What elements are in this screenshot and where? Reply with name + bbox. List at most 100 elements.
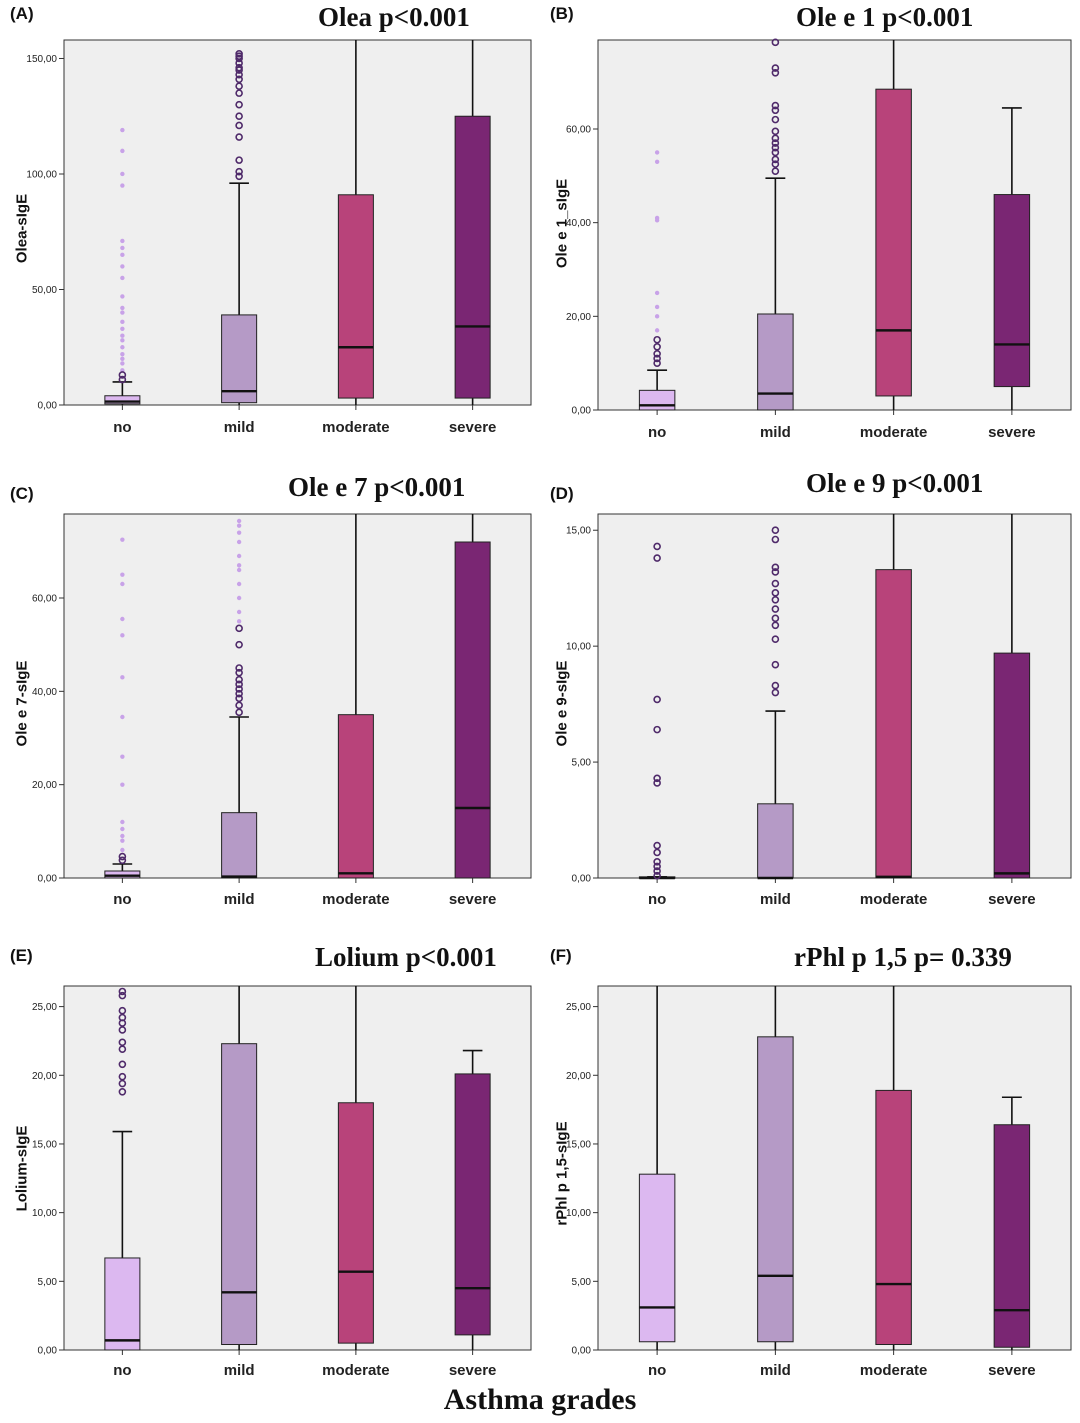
box-mild — [757, 1036, 794, 1343]
box-mild — [221, 314, 258, 404]
box-no — [638, 1173, 676, 1343]
outlier-point — [118, 856, 127, 865]
outlier-point — [120, 838, 125, 843]
outlier-point — [120, 537, 125, 542]
box-mild — [221, 1043, 258, 1346]
outlier-point — [235, 75, 243, 84]
x-tick-label: moderate — [322, 419, 390, 436]
outlier-point — [654, 304, 660, 310]
outlier-point — [118, 1013, 127, 1022]
chart-title: Ole e 9 p<0.001 — [806, 468, 984, 498]
outlier-point — [235, 668, 243, 677]
outlier-point — [771, 595, 780, 604]
y-tick-label: 0,00 — [572, 406, 592, 417]
outlier-point — [771, 688, 780, 697]
y-tick-label: 20,00 — [566, 1071, 591, 1082]
outlier-point — [236, 581, 242, 587]
panel-label: (B) — [550, 4, 574, 23]
outlier-point — [120, 305, 125, 311]
outlier-point — [653, 774, 661, 783]
outlier-point — [771, 134, 780, 143]
outlier-point — [120, 310, 125, 315]
panel-label: (E) — [10, 946, 33, 965]
outlier-point — [235, 701, 243, 710]
outlier-point — [771, 160, 780, 168]
outlier-point — [653, 867, 661, 875]
x-tick-label: severe — [988, 424, 1036, 441]
y-tick-label: 15,00 — [566, 526, 591, 537]
outlier-point — [120, 345, 125, 350]
panel-label: (A) — [10, 4, 34, 23]
x-tick-label: no — [113, 419, 131, 436]
chart-panel-b: (B) Ole e 1 p<0.001 Ole e 1_sIgE 0,00 20,… — [540, 0, 1080, 470]
plot-area — [597, 513, 1072, 879]
x-tick-label: severe — [449, 419, 497, 436]
outlier-point — [654, 150, 660, 155]
y-tick-label: 20,00 — [32, 1071, 57, 1082]
outlier-point — [120, 148, 125, 154]
outlier-point — [118, 1006, 127, 1015]
y-tick-label: 10,00 — [32, 1208, 57, 1219]
y-tick-label: 0,00 — [38, 874, 58, 885]
outlier-point — [653, 841, 661, 850]
outlier-point — [120, 245, 125, 251]
chart-title: Lolium p<0.001 — [315, 942, 497, 972]
outlier-point — [120, 127, 125, 133]
box-severe — [454, 541, 491, 879]
outlier-point — [771, 589, 780, 597]
outlier-point — [236, 523, 242, 528]
y-tick-label: 0,00 — [572, 874, 592, 885]
chart-svg: 0,00 5,00 10,00 15,00 20,00 25,00 no mild modera… — [566, 985, 1072, 1379]
plot-area — [63, 985, 532, 1351]
outlier-point — [235, 675, 243, 684]
outlier-point — [654, 314, 660, 319]
outlier-point — [236, 553, 242, 559]
box-moderate — [875, 1089, 912, 1346]
outlier-point — [771, 635, 780, 643]
outlier-point — [120, 616, 125, 622]
box-moderate — [875, 569, 912, 879]
outlier-point — [118, 1038, 127, 1047]
x-tick-label: moderate — [322, 1362, 390, 1379]
outlier-point — [120, 356, 125, 361]
y-tick-label: 10,00 — [566, 642, 591, 653]
outlier-point — [771, 115, 780, 124]
x-tick-label: mild — [224, 891, 255, 908]
plot-area — [63, 513, 532, 879]
y-tick-label: 20,00 — [566, 312, 591, 323]
chart-svg: 0,00 20,00 40,00 60,00 no mild moderate severe — [32, 513, 532, 908]
outlier-point — [771, 139, 780, 147]
outlier-point — [771, 143, 780, 152]
chart-panel-d: (D) Ole e 9 p<0.001 Ole e 9-sIgE 0,00 5,0… — [540, 468, 1080, 940]
outlier-point — [771, 660, 780, 669]
outlier-point — [653, 848, 661, 857]
y-tick-label: 100,00 — [26, 169, 57, 180]
outlier-point — [235, 70, 243, 79]
outlier-point — [235, 100, 243, 109]
outlier-point — [771, 614, 780, 623]
outlier-point — [120, 275, 125, 281]
y-tick-label: 10,00 — [566, 1208, 591, 1219]
outlier-point — [120, 847, 125, 853]
outlier-point — [771, 526, 780, 535]
outlier-point — [771, 621, 780, 630]
outlier-point — [235, 680, 243, 689]
panel-label: (D) — [550, 484, 574, 503]
outlier-point — [771, 167, 780, 175]
x-tick-label: no — [648, 891, 666, 908]
plot-area — [63, 39, 532, 406]
y-tick-label: 25,00 — [32, 1002, 57, 1013]
outlier-point — [771, 535, 780, 544]
outlier-point — [235, 172, 243, 181]
outlier-point — [654, 328, 660, 333]
outlier-point — [236, 530, 242, 535]
outlier-point — [771, 38, 780, 47]
x-tick-label: mild — [224, 419, 255, 436]
y-tick-label: 5,00 — [38, 1277, 58, 1288]
outlier-point — [120, 633, 125, 638]
outlier-point — [236, 567, 242, 573]
chart-svg: 0,00 5,00 10,00 15,00 no mild moderate severe — [566, 513, 1072, 908]
outlier-point — [653, 862, 661, 871]
outlier-point — [236, 595, 242, 601]
y-tick-label: 0,00 — [572, 1346, 592, 1357]
